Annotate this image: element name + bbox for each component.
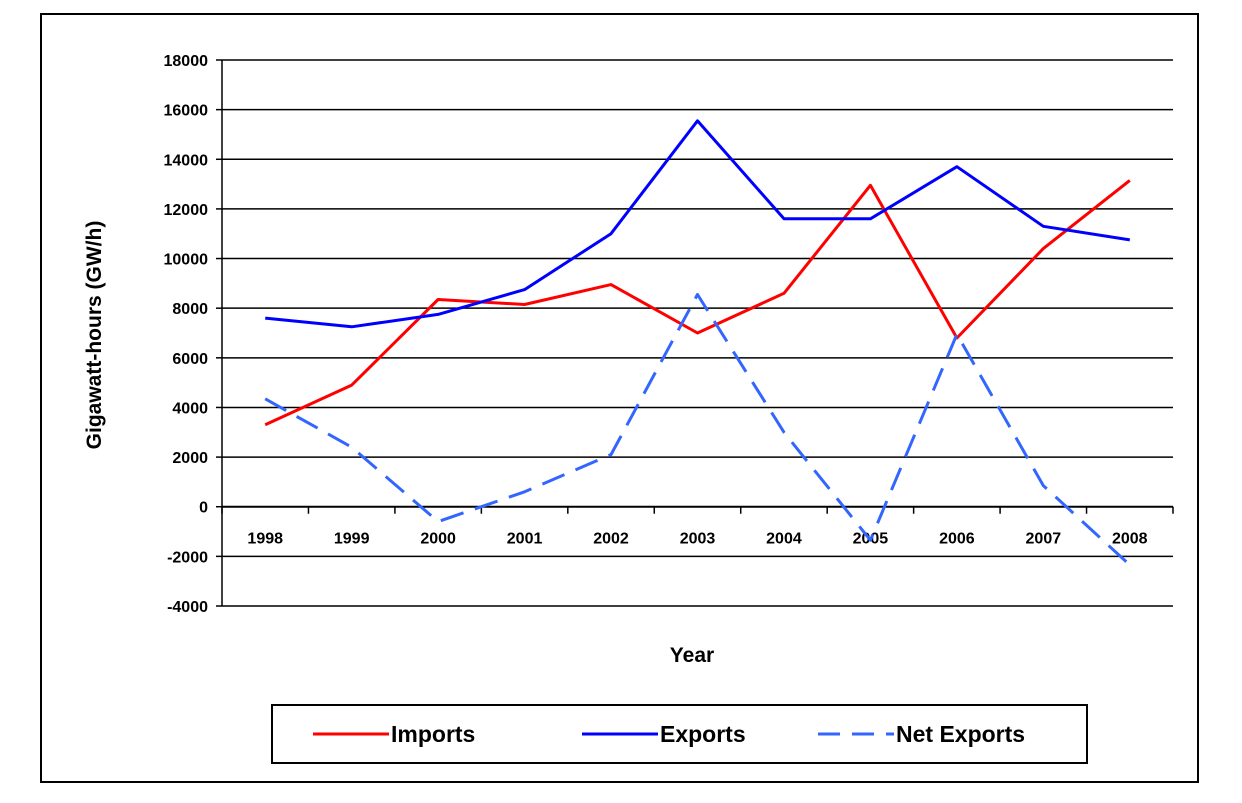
legend-label: Exports bbox=[660, 721, 746, 747]
y-tick-label: -2000 bbox=[167, 549, 208, 566]
data-point bbox=[350, 446, 353, 449]
y-tick-label: 0 bbox=[199, 500, 208, 517]
data-point bbox=[782, 431, 785, 434]
data-point bbox=[696, 332, 699, 335]
series-line-exports bbox=[265, 119, 1131, 329]
y-tick-label: 4000 bbox=[172, 400, 208, 417]
data-point bbox=[264, 397, 267, 400]
legend-box bbox=[271, 704, 1088, 764]
axes bbox=[221, 60, 1173, 606]
data-point bbox=[869, 217, 872, 220]
x-tick-label: 2004 bbox=[766, 531, 802, 548]
y-tick-label: 2000 bbox=[172, 450, 208, 467]
data-point bbox=[610, 232, 613, 235]
data-point bbox=[869, 539, 872, 542]
x-tick-label: 1999 bbox=[334, 531, 370, 548]
data-point bbox=[869, 184, 872, 187]
x-tick-label: 2003 bbox=[680, 531, 716, 548]
y-axis-ticks: 18000 16000 14000 12000 10000 8000 6000 4000 200… bbox=[164, 53, 222, 616]
data-point bbox=[437, 520, 440, 523]
series-line-net-exports bbox=[264, 293, 1131, 567]
data-point bbox=[696, 119, 699, 122]
x-tick-label: 2007 bbox=[1026, 531, 1062, 548]
data-point bbox=[955, 333, 958, 336]
data-point bbox=[1128, 564, 1131, 567]
data-point bbox=[350, 325, 353, 328]
x-tick-label: 2008 bbox=[1112, 531, 1148, 548]
series-line-imports bbox=[264, 179, 1131, 427]
data-point bbox=[1042, 484, 1045, 487]
x-axis-ticks: 1998 1999 2000 2001 2002 2003 2004 2005 2006 2007… bbox=[221, 506, 1174, 548]
y-tick-label: 10000 bbox=[164, 252, 209, 269]
x-tick-label: 2002 bbox=[593, 531, 629, 548]
data-point bbox=[523, 303, 526, 306]
x-tick-label: 2000 bbox=[420, 531, 456, 548]
data-point bbox=[696, 293, 699, 296]
x-tick-label: 2006 bbox=[939, 531, 975, 548]
y-tick-label: -4000 bbox=[167, 599, 208, 616]
data-point bbox=[264, 317, 267, 320]
y-axis-title: Gigawatt-hours (GW/h) bbox=[83, 221, 106, 450]
data-point bbox=[610, 453, 613, 456]
legend-label: Imports bbox=[391, 721, 475, 747]
series-lines bbox=[264, 119, 1131, 567]
data-point bbox=[523, 490, 526, 493]
data-point bbox=[437, 313, 440, 316]
data-point bbox=[264, 423, 267, 426]
y-tick-label: 14000 bbox=[164, 152, 209, 169]
legend-label: Net Exports bbox=[896, 721, 1025, 747]
y-tick-label: 16000 bbox=[164, 103, 209, 120]
x-tick-label: 2001 bbox=[507, 531, 543, 548]
x-tick-label: 1998 bbox=[247, 531, 283, 548]
data-point bbox=[350, 384, 353, 387]
y-tick-label: 18000 bbox=[164, 53, 209, 70]
legend-entries: Imports Exports Net Exports bbox=[313, 721, 1025, 747]
chart-frame bbox=[40, 13, 1199, 783]
data-point bbox=[1128, 238, 1131, 241]
data-point bbox=[782, 217, 785, 220]
y-tick-label: 6000 bbox=[172, 351, 208, 368]
data-point bbox=[1042, 225, 1045, 228]
y-tick-label: 12000 bbox=[164, 202, 209, 219]
data-point bbox=[437, 298, 440, 301]
data-point bbox=[610, 283, 613, 286]
data-point bbox=[955, 165, 958, 168]
data-point bbox=[782, 292, 785, 295]
data-point bbox=[523, 288, 526, 291]
y-tick-label: 8000 bbox=[172, 301, 208, 318]
data-point bbox=[1042, 247, 1045, 250]
data-point bbox=[1128, 179, 1131, 182]
legend: Imports Exports Net Exports bbox=[271, 704, 1088, 764]
x-axis-title: Year bbox=[670, 644, 714, 667]
